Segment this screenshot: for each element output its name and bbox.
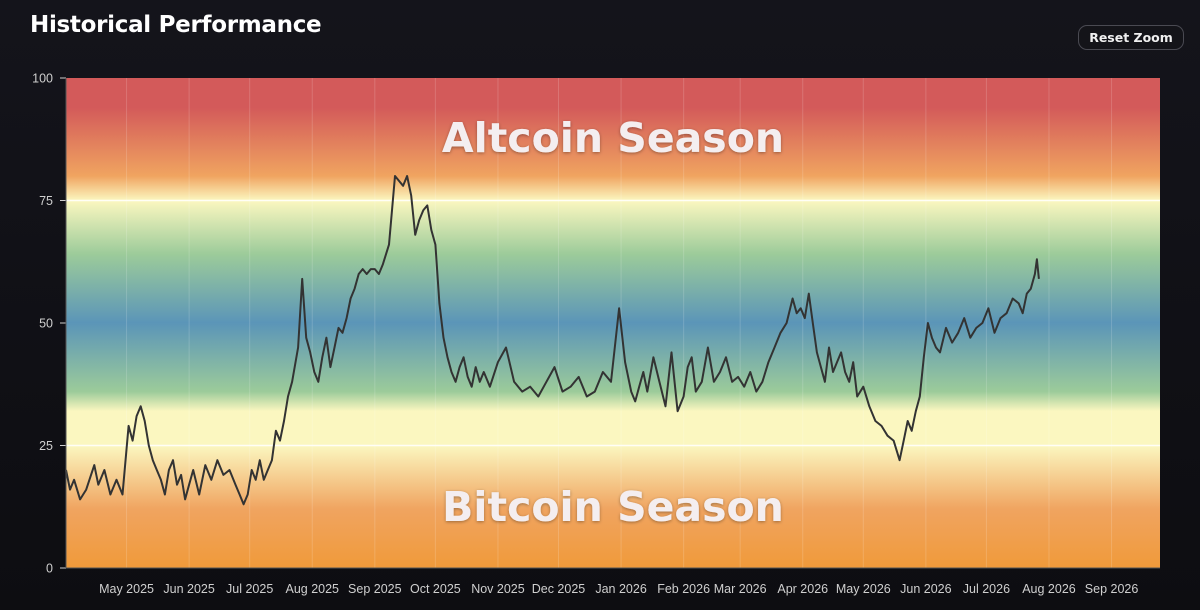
x-tick-label: May 2025 (99, 582, 154, 596)
page-title: Historical Performance (30, 12, 322, 38)
x-tick-label: Jul 2025 (226, 582, 273, 596)
reference-lines (66, 199, 1160, 447)
x-tick-label: Jun 2026 (900, 582, 951, 596)
x-tick-label: Jan 2026 (595, 582, 646, 596)
x-tick-label: Sep 2025 (348, 582, 402, 596)
chart-header: Historical Performance Reset Zoom (0, 0, 1200, 60)
y-tick-label: 100 (32, 72, 53, 86)
x-tick-label: Sep 2026 (1085, 582, 1139, 596)
x-tick-label: Dec 2025 (532, 582, 586, 596)
index-series-line (65, 175, 1040, 506)
x-tick-label: Nov 2025 (471, 582, 525, 596)
bitcoin-season-label: Bitcoin Season (442, 483, 784, 531)
reset-zoom-button[interactable]: Reset Zoom (1078, 25, 1184, 50)
x-tick-label: Jul 2026 (963, 582, 1010, 596)
y-axis: 0 25 50 75 100 (32, 72, 67, 576)
altcoin-season-label: Altcoin Season (442, 114, 784, 162)
x-tick-label: Feb 2026 (657, 582, 710, 596)
y-tick-label: 0 (46, 562, 53, 576)
x-tick-label: Aug 2025 (285, 582, 339, 596)
y-tick-label: 25 (39, 439, 53, 453)
x-tick-label: Jun 2025 (163, 582, 214, 596)
x-axis: May 2025 Jun 2025 Jul 2025 Aug 2025 Sep 2025… (66, 567, 1160, 596)
x-tick-label: Mar 2026 (714, 582, 767, 596)
x-tick-label: Aug 2026 (1022, 582, 1076, 596)
x-tick-label: May 2026 (836, 582, 891, 596)
y-tick-label: 75 (39, 194, 53, 208)
x-tick-label: Oct 2025 (410, 582, 461, 596)
x-tick-label: Apr 2026 (777, 582, 828, 596)
y-tick-label: 50 (39, 317, 53, 331)
